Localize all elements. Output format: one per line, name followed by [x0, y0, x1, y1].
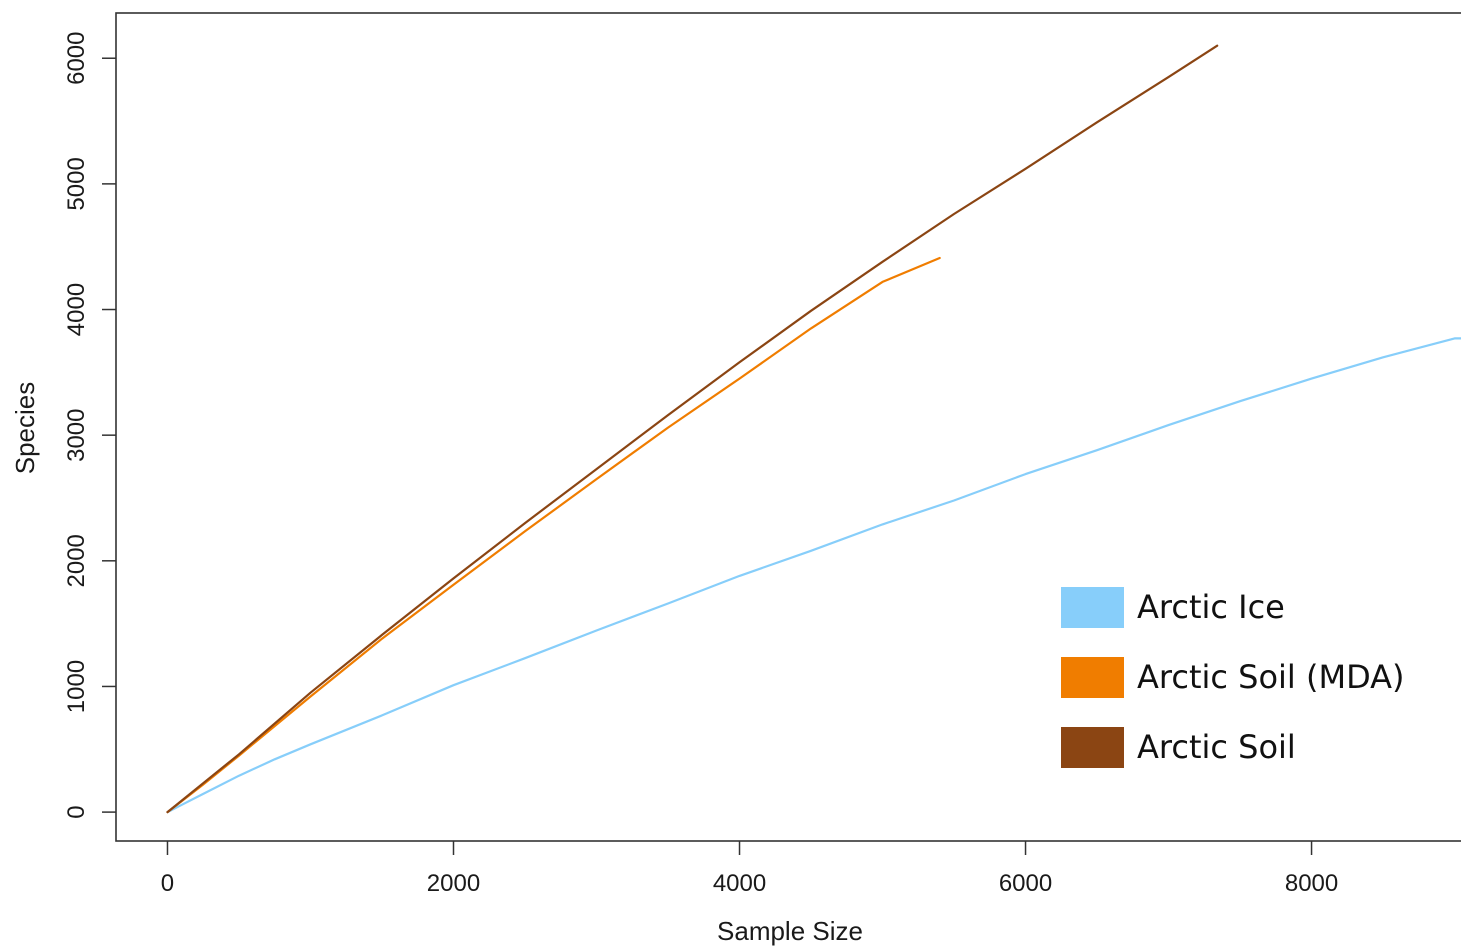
legend-swatch — [1061, 657, 1124, 698]
series-layer — [166, 44, 1461, 814]
x-tick-label: 6000 — [999, 870, 1052, 897]
plot-frame — [115, 12, 1461, 842]
legend-swatch — [1061, 587, 1124, 628]
y-tick-label: 6000 — [63, 32, 90, 85]
legend: Arctic Ice Arctic Soil (MDA) Arctic Soil — [1061, 587, 1405, 768]
legend-swatch — [1061, 727, 1124, 768]
x-axis-title: Sample Size — [717, 916, 863, 946]
y-tick-label: 5000 — [63, 157, 90, 210]
x-axis: 0 2000 4000 6000 8000 — [161, 841, 1338, 897]
y-axis-title: Species — [10, 382, 40, 475]
y-tick-label: 3000 — [63, 409, 90, 462]
series-line-2 — [166, 44, 1219, 814]
legend-label: Arctic Ice — [1137, 588, 1285, 626]
series-line-0 — [166, 337, 1461, 814]
y-axis: 0 1000 2000 3000 4000 5000 6000 — [63, 32, 116, 819]
y-tick-label: 4000 — [63, 283, 90, 336]
legend-label: Arctic Soil — [1137, 728, 1296, 766]
x-tick-label: 4000 — [713, 870, 766, 897]
y-tick-label: 2000 — [63, 534, 90, 587]
y-tick-label: 1000 — [63, 660, 90, 713]
x-tick-label: 8000 — [1285, 870, 1338, 897]
y-tick-label: 0 — [63, 805, 90, 818]
x-tick-label: 0 — [161, 870, 174, 897]
x-tick-label: 2000 — [427, 870, 480, 897]
series-line-1 — [166, 256, 941, 814]
legend-label: Arctic Soil (MDA) — [1137, 658, 1405, 696]
